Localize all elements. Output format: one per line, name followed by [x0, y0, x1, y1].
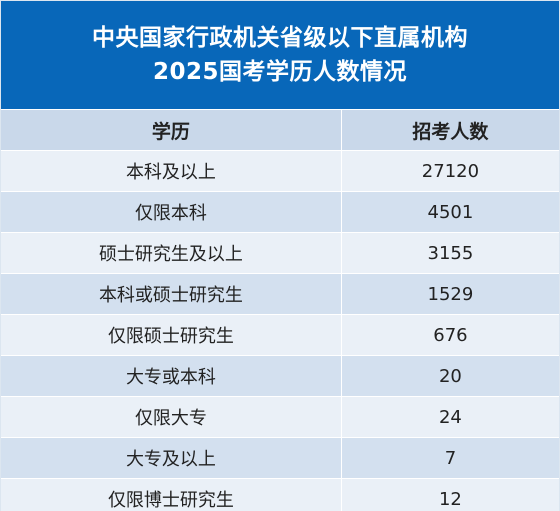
count-cell: 4501 [340, 191, 559, 233]
header-education: 学历 [1, 109, 342, 151]
count-cell: 24 [340, 396, 559, 438]
education-cell: 大专及以上 [1, 437, 342, 479]
education-cell: 仅限本科 [1, 191, 342, 233]
education-cell: 仅限博士研究生 [1, 478, 342, 511]
education-cell: 本科及以上 [1, 150, 342, 192]
title-line-2: 2025国考学历人数情况 [152, 59, 407, 85]
education-cell: 大专或本科 [1, 355, 342, 397]
education-table: 学历 招考人数 本科及以上 27120 仅限本科 4501 硕士研究生及以上 3… [1, 109, 559, 511]
count-cell: 27120 [340, 150, 559, 192]
table-row: 仅限硕士研究生 676 [1, 314, 559, 356]
count-cell: 3155 [340, 232, 559, 274]
table-row: 硕士研究生及以上 3155 [1, 232, 559, 274]
education-cell: 仅限大专 [1, 396, 342, 438]
table-header-row: 学历 招考人数 [1, 109, 559, 151]
education-cell: 本科或硕士研究生 [1, 273, 342, 315]
count-cell: 12 [340, 478, 559, 511]
count-cell: 1529 [340, 273, 559, 315]
table-row: 本科及以上 27120 [1, 150, 559, 192]
table-row: 本科或硕士研究生 1529 [1, 273, 559, 315]
table-row: 仅限本科 4501 [1, 191, 559, 233]
title-line-1: 中央国家行政机关省级以下直属机构 [92, 25, 468, 51]
education-cell: 仅限硕士研究生 [1, 314, 342, 356]
count-cell: 7 [340, 437, 559, 479]
table-row: 大专及以上 7 [1, 437, 559, 479]
education-cell: 硕士研究生及以上 [1, 232, 342, 274]
table-row: 仅限大专 24 [1, 396, 559, 438]
table-row: 仅限博士研究生 12 [1, 478, 559, 511]
count-cell: 20 [340, 355, 559, 397]
header-recruit-count: 招考人数 [340, 109, 559, 151]
count-cell: 676 [340, 314, 559, 356]
title-banner: 中央国家行政机关省级以下直属机构 2025国考学历人数情况 [1, 1, 559, 109]
table-row: 大专或本科 20 [1, 355, 559, 397]
